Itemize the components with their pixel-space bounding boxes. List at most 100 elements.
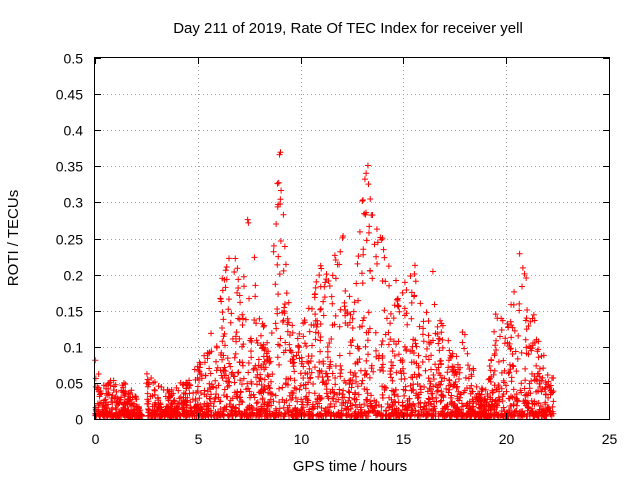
data-point bbox=[435, 340, 442, 347]
y-axis-label: ROTI / TECUs bbox=[5, 190, 22, 286]
data-point bbox=[295, 349, 302, 356]
data-point bbox=[128, 411, 135, 418]
data-point bbox=[478, 396, 485, 403]
data-point bbox=[131, 408, 138, 415]
data-point bbox=[514, 355, 521, 362]
data-point bbox=[253, 320, 260, 327]
data-point bbox=[379, 352, 386, 359]
data-point bbox=[94, 386, 101, 393]
data-point bbox=[103, 409, 110, 416]
data-point bbox=[489, 396, 496, 403]
data-point bbox=[349, 412, 356, 419]
data-point bbox=[246, 295, 253, 302]
data-point bbox=[481, 403, 488, 410]
chart-title: Day 211 of 2019, Rate Of TEC Index for r… bbox=[173, 20, 523, 37]
data-point bbox=[401, 279, 408, 286]
data-point bbox=[232, 255, 239, 262]
data-point bbox=[220, 316, 227, 323]
data-point bbox=[425, 318, 432, 325]
data-point bbox=[363, 170, 370, 177]
data-point bbox=[279, 384, 286, 391]
data-point bbox=[464, 385, 471, 392]
data-point bbox=[508, 334, 515, 341]
data-point bbox=[317, 305, 324, 312]
data-point bbox=[458, 390, 464, 397]
data-point bbox=[222, 284, 229, 291]
data-point bbox=[229, 335, 236, 342]
data-point bbox=[471, 394, 478, 401]
data-point bbox=[495, 394, 502, 401]
data-point bbox=[537, 377, 544, 384]
data-point bbox=[125, 395, 132, 402]
data-point bbox=[493, 337, 500, 344]
data-point bbox=[389, 348, 396, 355]
data-point bbox=[441, 375, 448, 382]
data-point bbox=[353, 378, 360, 385]
data-point bbox=[329, 300, 336, 307]
data-point bbox=[436, 347, 443, 354]
data-point bbox=[233, 405, 240, 412]
data-point bbox=[314, 317, 321, 324]
data-point bbox=[446, 347, 453, 354]
data-point bbox=[547, 411, 554, 418]
data-point bbox=[285, 299, 292, 306]
data-point bbox=[218, 298, 225, 305]
data-point bbox=[368, 365, 375, 372]
data-point bbox=[501, 379, 508, 386]
data-point bbox=[307, 374, 314, 381]
data-point bbox=[239, 362, 246, 369]
data-point bbox=[264, 372, 271, 379]
data-point bbox=[346, 389, 353, 396]
data-point bbox=[300, 333, 307, 340]
data-point bbox=[362, 343, 369, 350]
data-point bbox=[416, 372, 423, 379]
data-point bbox=[470, 365, 477, 372]
y-tick-label: 0.1 bbox=[64, 340, 84, 356]
data-point bbox=[365, 229, 372, 236]
data-point bbox=[268, 390, 275, 397]
data-point bbox=[342, 399, 349, 406]
data-point bbox=[365, 181, 372, 188]
data-point bbox=[444, 411, 451, 418]
data-point bbox=[540, 365, 547, 372]
data-point bbox=[512, 348, 519, 355]
data-point bbox=[184, 382, 191, 389]
data-point bbox=[338, 402, 345, 409]
data-point bbox=[345, 388, 352, 395]
data-point bbox=[508, 301, 515, 308]
data-point bbox=[265, 373, 272, 380]
data-point bbox=[300, 363, 307, 370]
data-point bbox=[391, 391, 398, 398]
data-point bbox=[464, 362, 471, 369]
data-point bbox=[239, 321, 246, 328]
data-point bbox=[425, 375, 432, 382]
data-point bbox=[290, 363, 297, 370]
data-point bbox=[151, 407, 158, 414]
data-point bbox=[120, 384, 127, 391]
x-tick-labels: 0 5 10 15 20 25 bbox=[92, 431, 618, 447]
data-point bbox=[277, 335, 284, 342]
data-point bbox=[240, 341, 247, 348]
data-point bbox=[491, 412, 498, 419]
data-point bbox=[351, 299, 358, 306]
data-point bbox=[194, 383, 201, 390]
data-point bbox=[128, 387, 135, 394]
data-point bbox=[542, 399, 549, 406]
data-point bbox=[286, 332, 293, 339]
data-point bbox=[219, 375, 226, 382]
data-point bbox=[337, 306, 344, 313]
data-point bbox=[276, 385, 283, 392]
data-point bbox=[332, 374, 339, 381]
data-point bbox=[363, 371, 370, 378]
data-point bbox=[328, 336, 335, 343]
data-point bbox=[279, 318, 286, 325]
data-point bbox=[120, 379, 127, 386]
data-point bbox=[355, 297, 362, 304]
data-point bbox=[236, 359, 243, 366]
data-point bbox=[492, 342, 499, 349]
data-point bbox=[539, 374, 546, 381]
data-point bbox=[349, 380, 356, 387]
data-point bbox=[207, 370, 214, 377]
data-point bbox=[223, 264, 230, 271]
data-point bbox=[508, 378, 515, 385]
